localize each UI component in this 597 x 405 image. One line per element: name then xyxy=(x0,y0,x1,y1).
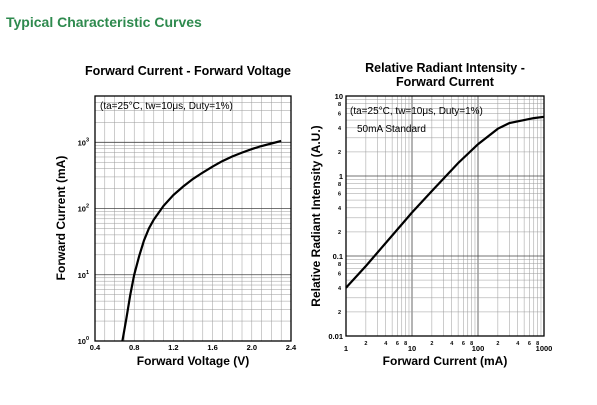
chart2-y-minor-label: 4 xyxy=(338,286,342,292)
chart2-annotation-standard: 50mA Standard xyxy=(357,124,426,135)
chart1-y-tick-label: 101 xyxy=(78,270,89,280)
chart1-y-tick-label: 102 xyxy=(78,204,89,214)
chart1-x-tick-label: 0.8 xyxy=(129,343,139,352)
chart2-x-tick-label: 1 xyxy=(344,344,348,353)
chart2-x-minor-label: 4 xyxy=(384,341,388,347)
chart1-x-tick-label: 2.4 xyxy=(286,343,297,352)
chart2-x-minor-label: 2 xyxy=(496,341,499,347)
chart2-ylabel: Relative Radiant Intensity (A.U.) xyxy=(309,125,323,306)
chart2-y-tick-label: 10 xyxy=(335,92,343,101)
chart2-title-line1: Relative Radiant Intensity - xyxy=(365,61,525,75)
chart1-title: Forward Current - Forward Voltage xyxy=(85,64,291,78)
chart2-annotation: (ta=25°C, tw=10μs, Duty=1%) xyxy=(350,106,483,117)
chart2-y-minor-label: 4 xyxy=(338,206,342,212)
chart1-x-tick-label: 0.4 xyxy=(90,343,101,352)
chart2-y-minor-label: 6 xyxy=(338,192,341,198)
chart2-y-minor-label: 6 xyxy=(338,112,341,118)
chart1-y-tick-label: 100 xyxy=(78,336,89,346)
chart2-x-tick-label: 10 xyxy=(408,344,416,353)
chart1-x-tick-label: 2.0 xyxy=(247,343,257,352)
chart1-ylabel: Forward Current (mA) xyxy=(54,156,68,281)
chart2-x-minor-label: 4 xyxy=(516,341,520,347)
chart2-y-minor-label: 2 xyxy=(338,310,341,316)
chart2-y-minor-label: 8 xyxy=(338,102,341,108)
chart2-x-minor-label: 6 xyxy=(528,341,531,347)
chart2-title-line2: Forward Current xyxy=(396,75,495,89)
chart2-y-minor-label: 2 xyxy=(338,230,341,236)
chart1-annotation: (ta=25°C, tw=10μs, Duty=1%) xyxy=(100,101,233,112)
chart1-ticks: 0.4 0.8 1.2 1.6 2.0 2.4 100 101 102 103 xyxy=(78,137,297,352)
chart-forward-current-voltage: Forward Current - Forward Voltage (ta=25… xyxy=(54,64,297,368)
chart1-x-tick-label: 1.6 xyxy=(207,343,217,352)
chart2-x-minor-label: 8 xyxy=(470,341,473,347)
chart1-series-line xyxy=(121,139,282,342)
chart1-frame xyxy=(94,95,292,342)
chart2-y-minor-label: 6 xyxy=(338,272,341,278)
section-title: Typical Characteristic Curves xyxy=(6,14,202,30)
chart2-frame xyxy=(345,95,545,337)
chart1-x-tick-label: 1.2 xyxy=(168,343,178,352)
chart2-y-tick-label: 0.01 xyxy=(328,332,343,341)
chart2-x-minor-label: 2 xyxy=(364,341,367,347)
chart2-y-minor-label: 8 xyxy=(338,262,341,268)
chart1-y-tick-label: 103 xyxy=(78,137,89,147)
chart2-x-minor-label: 4 xyxy=(450,341,454,347)
chart2-x-minor-label: 6 xyxy=(462,341,465,347)
chart1-xlabel: Forward Voltage (V) xyxy=(137,354,249,368)
chart2-x-tick-label: 100 xyxy=(472,344,485,353)
chart2-y-minor-label: 4 xyxy=(338,126,342,132)
chart2-y-minor-label: 2 xyxy=(338,150,341,156)
chart1-grid xyxy=(95,96,291,341)
chart2-y-minor-label: 8 xyxy=(338,182,341,188)
chart2-grid xyxy=(346,96,544,336)
chart2-series-line xyxy=(345,115,545,289)
chart-relative-radiant-intensity: Relative Radiant Intensity - Forward Cur… xyxy=(309,61,552,368)
chart2-y-tick-label: 0.1 xyxy=(333,252,343,261)
chart2-y-tick-label: 1 xyxy=(339,172,343,181)
chart2-x-minor-label: 8 xyxy=(536,341,539,347)
chart2-x-minor-label: 6 xyxy=(396,341,399,347)
chart2-x-minor-label: 2 xyxy=(430,341,433,347)
chart2-x-tick-label: 1000 xyxy=(536,344,553,353)
chart2-xlabel: Forward Current (mA) xyxy=(383,354,508,368)
chart2-x-minor-label: 8 xyxy=(404,341,407,347)
